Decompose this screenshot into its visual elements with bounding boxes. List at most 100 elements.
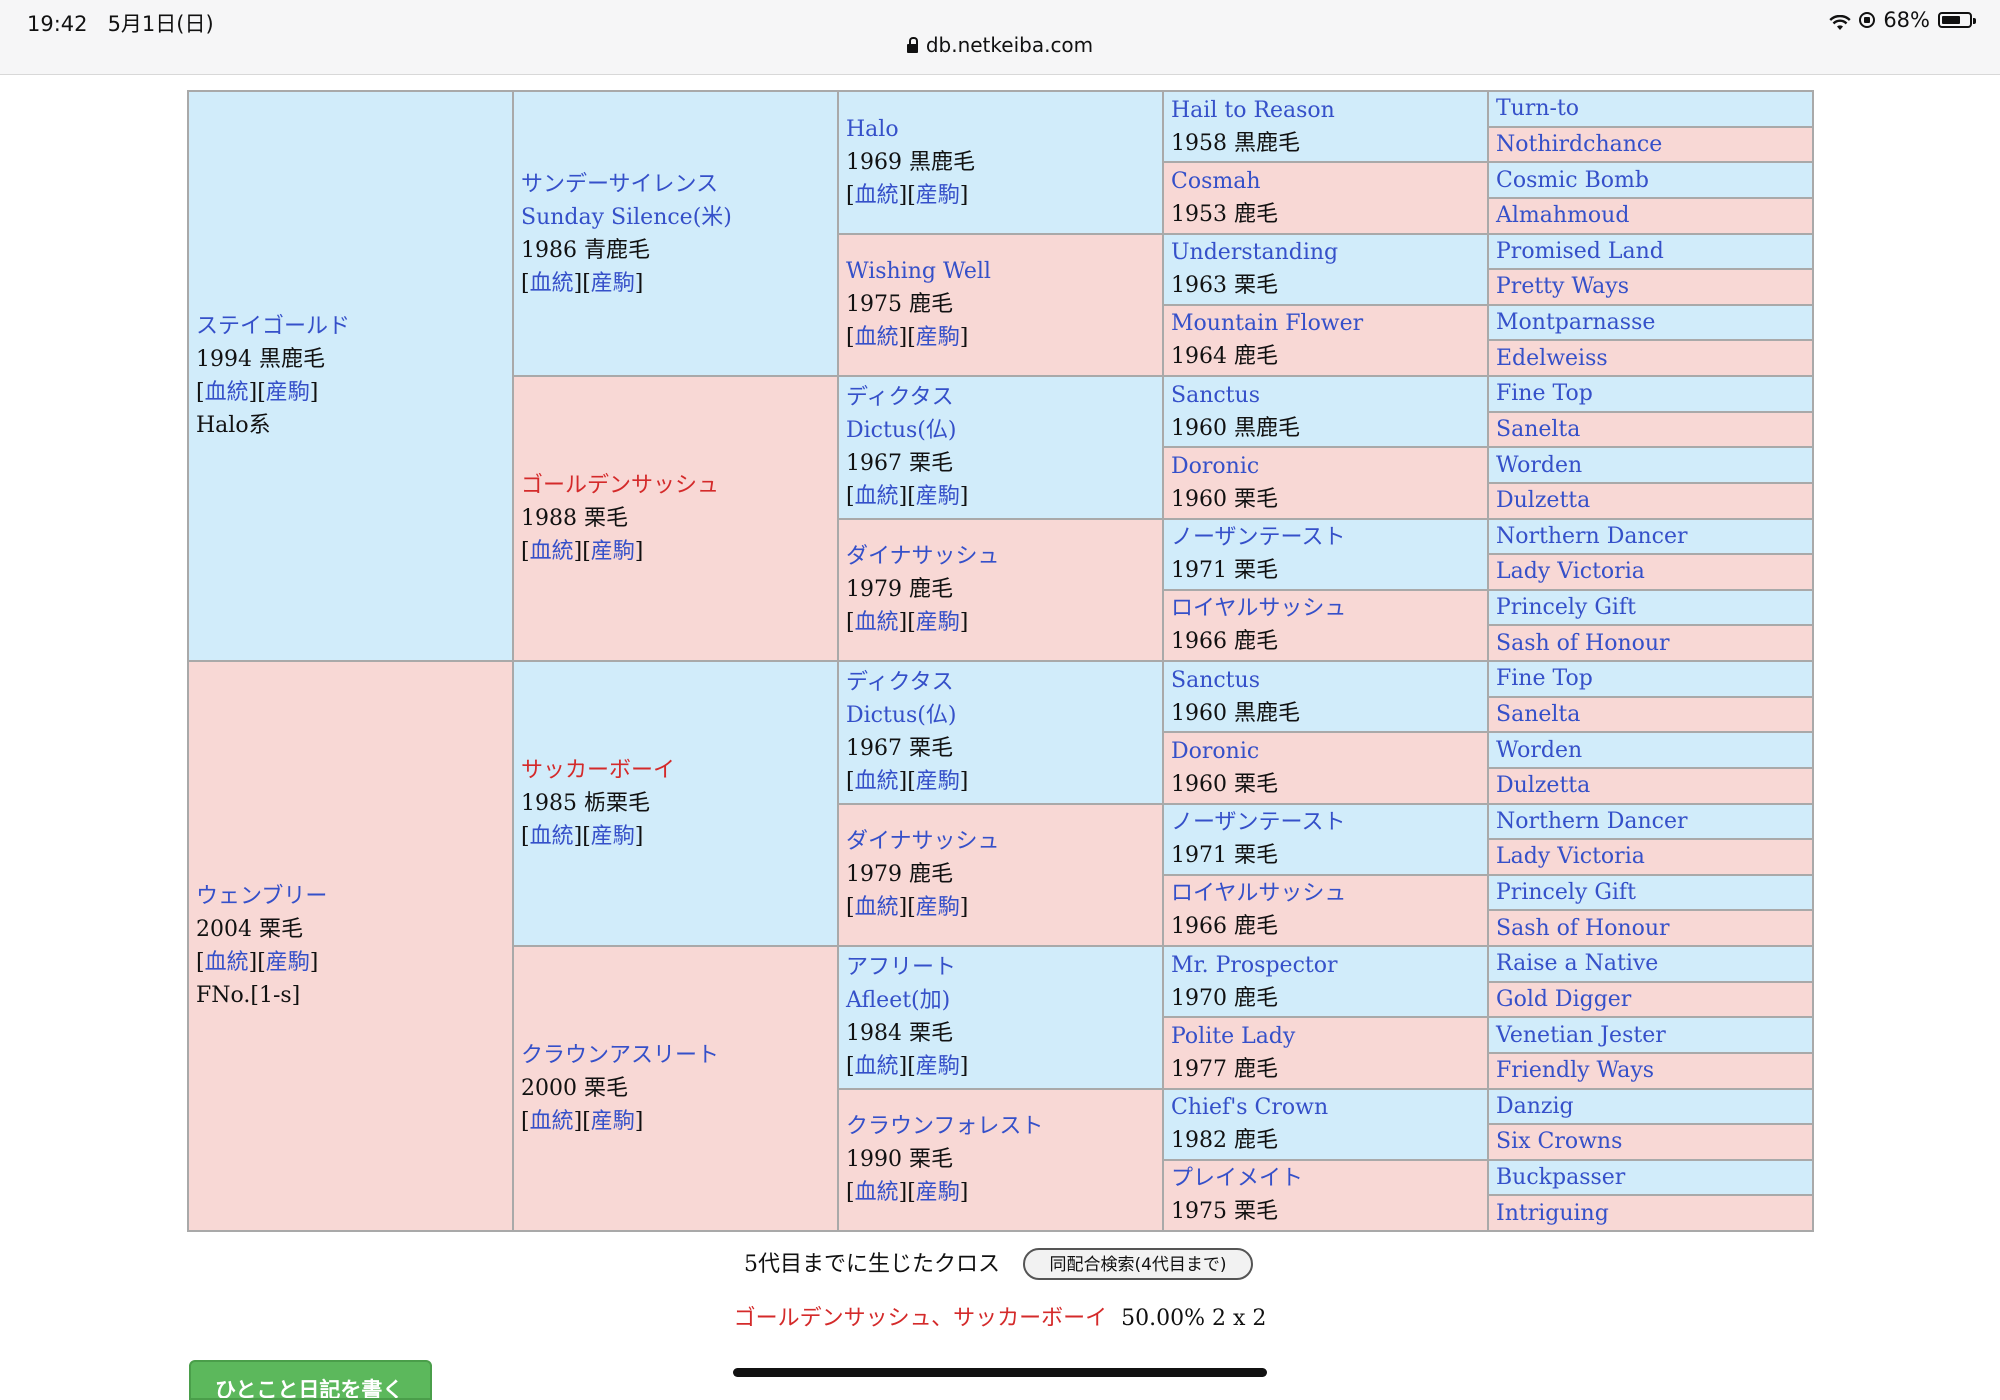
cross-horse-names[interactable]: ゴールデンサッシュ、サッカーボーイ [733, 1306, 1108, 1331]
horse-name[interactable]: Cosmic Bomb [1496, 167, 1649, 193]
horse-name[interactable]: Mountain Flower [1171, 311, 1364, 337]
horse-name[interactable]: Worden [1496, 452, 1583, 478]
horse-name[interactable]: Lady Victoria [1496, 559, 1645, 585]
horse-name[interactable]: Halo [846, 116, 899, 142]
horse-name[interactable]: Pretty Ways [1496, 274, 1629, 300]
progeny-link[interactable]: 産駒 [915, 895, 960, 921]
horse-name[interactable]: Sanctus [1171, 382, 1260, 408]
pedigree-link[interactable]: 血統 [854, 895, 899, 921]
progeny-link[interactable]: 産駒 [265, 380, 310, 405]
horse-name-en[interactable]: Dictus(仏) [846, 703, 957, 729]
progeny-link[interactable]: 産駒 [915, 484, 960, 510]
horse-name[interactable]: Six Crowns [1496, 1129, 1623, 1155]
progeny-link[interactable]: 産駒 [915, 182, 960, 208]
horse-name[interactable]: Princely Gift [1496, 595, 1636, 621]
horse-name[interactable]: Sanelta [1496, 701, 1581, 727]
progeny-link[interactable]: 産駒 [915, 769, 960, 795]
pedigree-link[interactable]: 血統 [204, 950, 249, 975]
pedigree-link[interactable]: 血統 [529, 539, 574, 564]
horse-name[interactable]: Buckpasser [1496, 1165, 1626, 1191]
horse-name[interactable]: Edelweiss [1496, 345, 1608, 371]
pedigree-link[interactable]: 血統 [854, 769, 899, 795]
horse-name[interactable]: Fine Top [1496, 381, 1593, 407]
horse-name[interactable]: ゴールデンサッシュ [521, 473, 720, 498]
progeny-link[interactable]: 産駒 [590, 270, 635, 296]
address-bar[interactable]: db.netkeiba.com [0, 33, 2000, 57]
pedigree-link[interactable]: 血統 [854, 1054, 899, 1080]
horse-name[interactable]: Sanctus [1171, 667, 1260, 693]
horse-name[interactable]: Cosmah [1171, 168, 1261, 194]
pedigree-link[interactable]: 血統 [529, 270, 574, 296]
pedigree-link[interactable]: 血統 [854, 610, 899, 636]
pedigree-link[interactable]: 血統 [854, 325, 899, 351]
horse-name[interactable]: Lady Victoria [1496, 844, 1645, 870]
progeny-link[interactable]: 産駒 [915, 1054, 960, 1080]
horse-name[interactable]: Dulzetta [1496, 773, 1591, 799]
horse-name[interactable]: Dulzetta [1496, 488, 1591, 514]
pedigree-link[interactable]: 血統 [854, 182, 899, 208]
same-mating-search-button[interactable]: 同配合検索(4代目まで) [1023, 1248, 1253, 1280]
horse-name[interactable]: プレイメイト [1171, 1166, 1304, 1192]
horse-name[interactable]: Turn-to [1496, 96, 1580, 122]
horse-name[interactable]: ダイナサッシュ [846, 829, 1000, 855]
horse-name-en[interactable]: Dictus(仏) [846, 418, 957, 444]
horse-name[interactable]: Doronic [1171, 453, 1260, 479]
horse-name[interactable]: Princely Gift [1496, 880, 1636, 906]
pedigree-link[interactable]: 血統 [204, 380, 249, 405]
horse-name[interactable]: ディクタス [846, 385, 954, 411]
horse-name[interactable]: サンデーサイレンス [521, 171, 719, 197]
horse-name[interactable]: Hail to Reason [1171, 97, 1335, 123]
horse-name[interactable]: Gold Digger [1496, 986, 1632, 1012]
pedigree-link[interactable]: 血統 [854, 1180, 899, 1206]
progeny-link[interactable]: 産駒 [590, 1109, 635, 1134]
horse-name[interactable]: Understanding [1171, 240, 1339, 266]
horse-name[interactable]: Venetian Jester [1496, 1022, 1666, 1048]
horse-name[interactable]: Chief's Crown [1171, 1095, 1329, 1121]
horse-name[interactable]: Wishing Well [846, 259, 991, 285]
horse-name-en[interactable]: Afleet(加) [846, 988, 951, 1014]
horse-name[interactable]: Danzig [1496, 1093, 1574, 1119]
progeny-link[interactable]: 産駒 [915, 325, 960, 351]
horse-name[interactable]: ノーザンテースト [1171, 525, 1346, 551]
horse-name[interactable]: Promised Land [1496, 238, 1664, 264]
horse-name[interactable]: Mr. Prospector [1171, 952, 1338, 978]
horse-name[interactable]: Polite Lady [1171, 1023, 1296, 1049]
horse-name[interactable]: Almahmoud [1496, 203, 1630, 229]
horse-name[interactable]: クラウンアスリート [521, 1043, 720, 1068]
horse-name[interactable]: Fine Top [1496, 666, 1593, 692]
horse-name[interactable]: ダイナサッシュ [846, 544, 1000, 570]
horse-name[interactable]: ロイヤルサッシュ [1171, 881, 1347, 907]
horse-name[interactable]: ウェンブリー [196, 884, 328, 909]
progeny-link[interactable]: 産駒 [590, 824, 635, 849]
horse-name[interactable]: Sash of Honour [1496, 915, 1670, 941]
horse-name[interactable]: Sash of Honour [1496, 630, 1670, 656]
progeny-link[interactable]: 産駒 [915, 1180, 960, 1206]
horse-name[interactable]: Northern Dancer [1496, 523, 1688, 549]
horse-name[interactable]: ステイゴールド [196, 314, 351, 339]
horse-name[interactable]: Worden [1496, 737, 1583, 763]
pedigree-link[interactable]: 血統 [854, 484, 899, 510]
horse-name[interactable]: ディクタス [846, 670, 954, 696]
progeny-link[interactable]: 産駒 [265, 950, 310, 975]
horse-name[interactable]: Northern Dancer [1496, 808, 1688, 834]
horse-info: 2000 栗毛 [521, 1076, 628, 1101]
horse-extra: Halo系 [196, 413, 271, 438]
progeny-link[interactable]: 産駒 [590, 539, 635, 564]
horse-name[interactable]: ノーザンテースト [1171, 810, 1346, 836]
horse-name[interactable]: Nothirdchance [1496, 131, 1663, 157]
horse-name[interactable]: クラウンフォレスト [846, 1114, 1044, 1140]
pedigree-link[interactable]: 血統 [529, 824, 574, 849]
horse-name[interactable]: アフリート [846, 955, 957, 981]
progeny-link[interactable]: 産駒 [915, 610, 960, 636]
horse-name[interactable]: ロイヤルサッシュ [1171, 596, 1347, 622]
write-diary-button[interactable]: ひとこと日記を書く [189, 1360, 432, 1400]
pedigree-link[interactable]: 血統 [529, 1109, 574, 1134]
horse-name[interactable]: サッカーボーイ [521, 758, 676, 783]
horse-name[interactable]: Intriguing [1496, 1200, 1609, 1226]
horse-name[interactable]: Friendly Ways [1496, 1058, 1655, 1084]
horse-name[interactable]: Raise a Native [1496, 951, 1659, 977]
horse-name[interactable]: Sanelta [1496, 416, 1581, 442]
horse-name[interactable]: Montparnasse [1496, 310, 1656, 336]
horse-name[interactable]: Doronic [1171, 738, 1260, 764]
horse-name-en[interactable]: Sunday Silence(米) [521, 204, 732, 230]
